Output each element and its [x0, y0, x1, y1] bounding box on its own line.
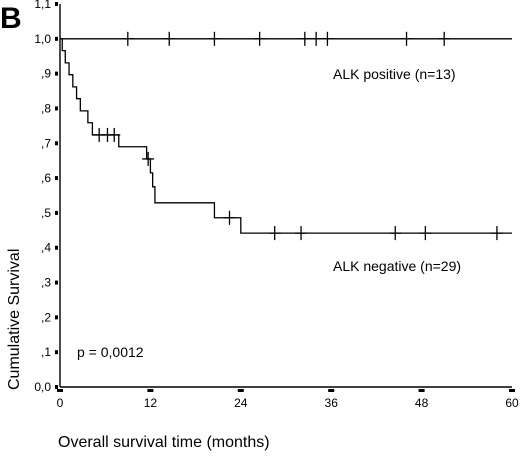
censor-mark — [208, 31, 221, 46]
series-label-alk-positive: ALK positive (n=13) — [333, 66, 456, 82]
y-tick-label: 1,0 — [34, 32, 51, 46]
y-tick-label: ,8 — [41, 101, 51, 115]
censor-mark — [321, 31, 334, 46]
series-label-alk-negative: ALK negative (n=29) — [333, 258, 461, 274]
censor-mark — [142, 151, 155, 166]
y-tick-label: ,7 — [41, 136, 51, 150]
y-tick-label: 1,1 — [34, 0, 51, 11]
x-tick-label: 0 — [57, 396, 64, 410]
censor-mark — [108, 127, 121, 142]
x-tick-mark — [57, 389, 63, 392]
x-tick-label: 36 — [325, 396, 339, 410]
censor-mark — [295, 226, 308, 241]
y-tick-mark — [55, 2, 58, 6]
y-axis-title: Cumulative Survival — [6, 249, 23, 390]
y-tick-mark — [55, 350, 58, 355]
censor-mark — [163, 31, 176, 46]
censor-mark — [121, 31, 134, 46]
panel-label: B — [0, 2, 22, 35]
censor-mark — [490, 226, 503, 241]
y-tick-label: ,3 — [41, 276, 51, 290]
series-layer — [60, 31, 512, 241]
censor-mark — [400, 31, 413, 46]
y-tick-label: ,6 — [41, 171, 51, 185]
y-tick-label: ,4 — [41, 241, 51, 255]
x-tick-label: 60 — [505, 396, 519, 410]
y-tick-mark — [55, 36, 58, 41]
x-tick-mark — [328, 389, 335, 392]
y-tick-mark — [55, 245, 58, 250]
y-tick-mark — [55, 71, 58, 76]
x-tick-label: 24 — [234, 396, 248, 410]
censor-mark — [253, 31, 266, 46]
censor-mark — [419, 226, 432, 241]
x-tick-mark — [147, 389, 154, 392]
y-tick-mark — [55, 315, 58, 320]
x-tick-label: 12 — [144, 396, 158, 410]
censor-mark — [298, 31, 311, 46]
x-axis-title: Overall survival time (months) — [58, 434, 270, 451]
y-tick-mark — [55, 141, 58, 146]
censor-mark — [268, 226, 281, 241]
x-tick-mark — [237, 389, 244, 392]
y-tick-mark — [55, 210, 58, 215]
censor-mark — [438, 31, 451, 46]
censor-mark — [310, 31, 323, 46]
p-value-annotation: p = 0,0012 — [77, 344, 144, 360]
x-tick-label: 48 — [415, 396, 429, 410]
y-tick-mark — [55, 106, 58, 111]
censor-mark — [389, 226, 402, 241]
y-tick-mark — [55, 280, 58, 285]
y-tick-label: ,9 — [41, 67, 51, 81]
axes: 0,0 ,1 ,2 ,3 ,4 ,5 ,6 ,7 ,8 ,9 1,0 1,1 0 12 24 36 48 60 — [34, 0, 519, 410]
censor-mark — [223, 210, 236, 225]
y-tick-label: ,5 — [41, 206, 51, 220]
survival-curve-alk-negative — [60, 38, 512, 234]
y-tick-mark — [55, 385, 58, 389]
y-tick-label: ,2 — [41, 310, 51, 324]
y-tick-label: 0,0 — [34, 380, 51, 394]
x-tick-mark — [418, 389, 425, 392]
y-tick-mark — [55, 176, 58, 181]
x-tick-mark — [509, 389, 515, 392]
y-tick-label: ,1 — [41, 345, 51, 359]
